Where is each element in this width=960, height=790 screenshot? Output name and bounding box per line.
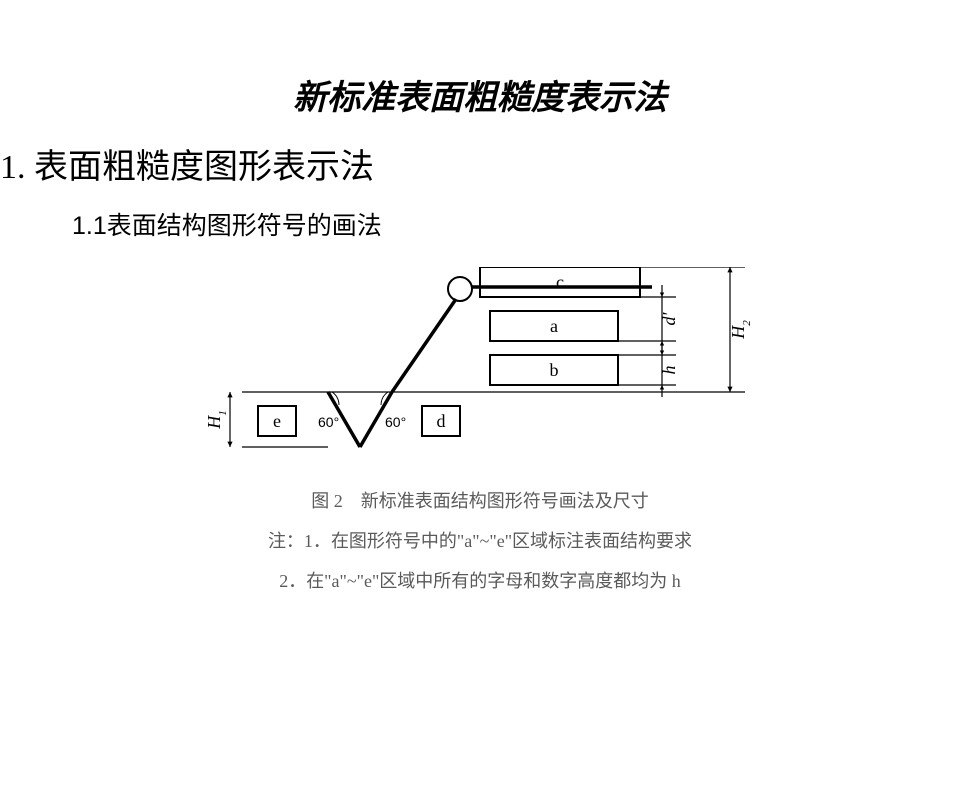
svg-text:60°: 60° [385,414,406,430]
note2-text: 在"a"~"e"区域中所有的字母和数字高度都均为 h [306,571,681,591]
svg-text:d: d [437,411,446,431]
figure-caption: 图 2 新标准表面结构图形符号画法及尺寸 [0,487,960,513]
svg-text:d': d' [659,311,679,325]
caption-text: 图 2 新标准表面结构图形符号画法及尺寸 [311,491,649,511]
svg-text:b: b [550,360,559,380]
note1-prefix: 注：1． [268,531,331,551]
svg-text:c: c [556,272,564,292]
svg-text:60°: 60° [318,414,339,430]
svg-text:H1: H1 [204,410,229,430]
page-title: 新标准表面粗糙度表示法 [0,70,960,119]
section-number: 1. [0,149,26,186]
figure-note-1: 注：1．在图形符号中的"a"~"e"区域标注表面结构要求 [0,527,960,553]
svg-text:e: e [273,411,281,431]
section-heading: 1. 表面粗糙度图形表示法 [0,139,960,188]
svg-text:a: a [550,316,558,336]
note1-text: 在图形符号中的"a"~"e"区域标注表面结构要求 [331,531,692,551]
title-text: 新标准表面粗糙度表示法 [293,80,667,117]
svg-text:h: h [659,366,679,375]
subsection-text: 表面结构图形符号的画法 [107,212,382,240]
svg-text:H2: H2 [728,320,753,340]
section-text: 表面粗糙度图形表示法 [34,149,374,186]
diagram: c a b e d 60° 60° H1 H2 h d' [200,267,760,462]
subsection-number: 1.1 [72,212,107,240]
diagram-svg: c a b e d 60° 60° H1 H2 h d' [200,267,760,462]
note2-prefix: 2． [279,571,306,591]
figure-note-2: 2．在"a"~"e"区域中所有的字母和数字高度都均为 h [0,567,960,593]
subsection-heading: 1.1表面结构图形符号的画法 [72,206,960,242]
